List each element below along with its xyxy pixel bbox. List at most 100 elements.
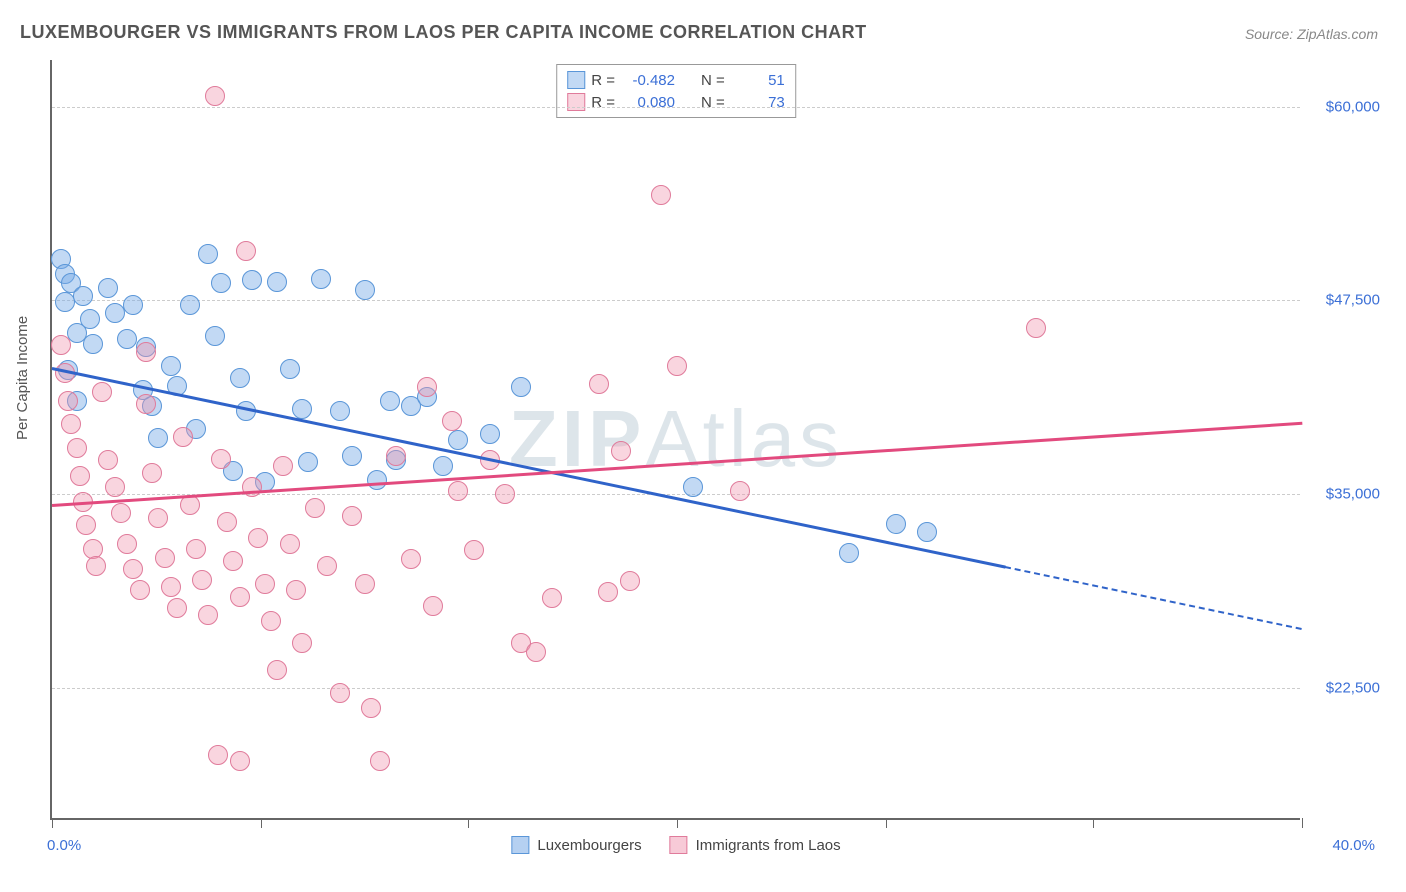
series-legend: LuxembourgersImmigrants from Laos — [511, 836, 840, 854]
y-tick-label: $35,000 — [1310, 486, 1380, 503]
x-axis-max-label: 40.0% — [1332, 837, 1375, 854]
scatter-point — [355, 574, 375, 594]
scatter-point — [161, 577, 181, 597]
y-tick-label: $60,000 — [1310, 98, 1380, 115]
scatter-point — [298, 452, 318, 472]
y-tick-label: $22,500 — [1310, 680, 1380, 697]
scatter-point — [136, 394, 156, 414]
scatter-point — [98, 278, 118, 298]
scatter-point — [611, 441, 631, 461]
scatter-point — [161, 356, 181, 376]
scatter-point — [317, 556, 337, 576]
scatter-point — [92, 382, 112, 402]
scatter-point — [401, 549, 421, 569]
x-tick — [1093, 818, 1094, 828]
scatter-point — [83, 334, 103, 354]
legend-row: R =0.080N =73 — [567, 91, 785, 113]
scatter-point — [198, 244, 218, 264]
gridline — [52, 107, 1300, 108]
scatter-point — [280, 534, 300, 554]
trend-line-extrapolated — [1005, 566, 1302, 630]
scatter-point — [292, 399, 312, 419]
scatter-point — [480, 424, 500, 444]
scatter-point — [76, 515, 96, 535]
scatter-point — [526, 642, 546, 662]
scatter-point — [55, 292, 75, 312]
scatter-point — [148, 428, 168, 448]
legend-r-label: R = — [591, 72, 615, 89]
scatter-point — [67, 438, 87, 458]
scatter-point — [423, 596, 443, 616]
scatter-point — [1026, 318, 1046, 338]
scatter-point — [58, 391, 78, 411]
scatter-point — [261, 611, 281, 631]
scatter-point — [311, 269, 331, 289]
x-tick — [52, 818, 53, 828]
scatter-point — [123, 295, 143, 315]
scatter-point — [217, 512, 237, 532]
scatter-point — [80, 309, 100, 329]
scatter-point — [61, 414, 81, 434]
y-axis-label: Per Capita Income — [14, 316, 31, 440]
scatter-point — [355, 280, 375, 300]
chart-title: LUXEMBOURGER VS IMMIGRANTS FROM LAOS PER… — [20, 22, 867, 43]
scatter-point — [667, 356, 687, 376]
gridline — [52, 300, 1300, 301]
x-tick — [261, 818, 262, 828]
gridline — [52, 494, 1300, 495]
source-attribution: Source: ZipAtlas.com — [1245, 26, 1378, 42]
scatter-point — [417, 377, 437, 397]
scatter-point — [211, 273, 231, 293]
legend-r-value: 0.080 — [621, 94, 675, 111]
scatter-point — [208, 745, 228, 765]
scatter-point — [223, 551, 243, 571]
scatter-point — [51, 335, 71, 355]
scatter-point — [123, 559, 143, 579]
scatter-point — [167, 598, 187, 618]
legend-swatch — [567, 71, 585, 89]
legend-r-label: R = — [591, 94, 615, 111]
scatter-point — [542, 588, 562, 608]
x-axis-min-label: 0.0% — [47, 837, 81, 854]
gridline — [52, 688, 1300, 689]
legend-n-label: N = — [701, 72, 725, 89]
legend-n-value: 73 — [731, 94, 785, 111]
scatter-point — [305, 498, 325, 518]
scatter-point — [117, 534, 137, 554]
scatter-point — [620, 571, 640, 591]
legend-swatch — [567, 93, 585, 111]
scatter-point — [173, 427, 193, 447]
legend-r-value: -0.482 — [621, 72, 675, 89]
scatter-point — [886, 514, 906, 534]
scatter-point — [292, 633, 312, 653]
scatter-point — [683, 477, 703, 497]
plot-area: ZIPAtlas R =-0.482N =51R =0.080N =73 Lux… — [50, 60, 1300, 820]
legend-swatch — [670, 836, 688, 854]
scatter-point — [839, 543, 859, 563]
scatter-point — [286, 580, 306, 600]
scatter-point — [511, 377, 531, 397]
scatter-point — [142, 463, 162, 483]
scatter-point — [589, 374, 609, 394]
scatter-point — [211, 449, 231, 469]
scatter-point — [230, 368, 250, 388]
scatter-point — [386, 446, 406, 466]
scatter-point — [242, 270, 262, 290]
scatter-point — [255, 574, 275, 594]
scatter-point — [280, 359, 300, 379]
scatter-point — [111, 503, 131, 523]
x-tick — [886, 818, 887, 828]
series-legend-label: Immigrants from Laos — [696, 837, 841, 854]
scatter-point — [205, 326, 225, 346]
scatter-point — [73, 286, 93, 306]
scatter-point — [330, 683, 350, 703]
scatter-point — [180, 295, 200, 315]
scatter-point — [230, 751, 250, 771]
scatter-point — [367, 470, 387, 490]
scatter-point — [86, 556, 106, 576]
scatter-point — [98, 450, 118, 470]
scatter-point — [198, 605, 218, 625]
scatter-point — [730, 481, 750, 501]
scatter-point — [267, 660, 287, 680]
scatter-point — [917, 522, 937, 542]
